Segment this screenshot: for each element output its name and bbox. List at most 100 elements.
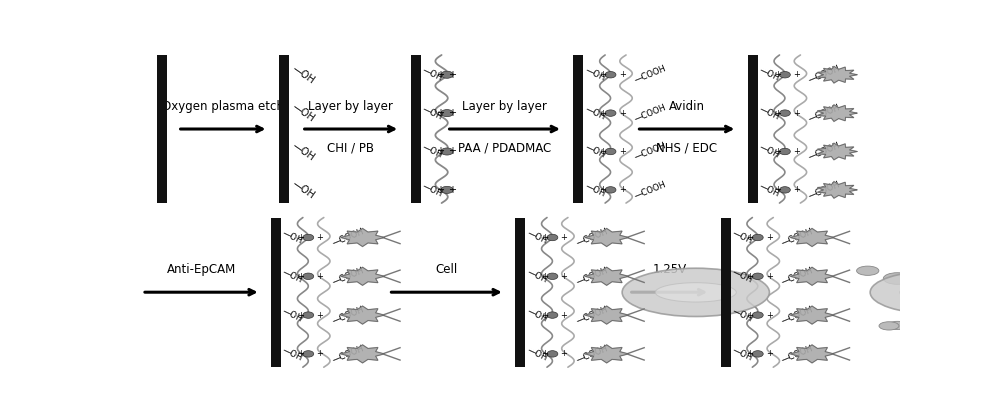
Text: —OH: —OH: [583, 143, 607, 160]
Text: +: +: [599, 147, 606, 156]
Bar: [748, 55, 758, 203]
Bar: [157, 55, 167, 203]
Text: —OH: —OH: [421, 104, 444, 122]
Text: —OH: —OH: [583, 104, 607, 122]
Text: —COOH: —COOH: [633, 102, 668, 124]
Polygon shape: [818, 66, 857, 83]
Text: +: +: [599, 109, 606, 117]
Text: +: +: [747, 233, 753, 242]
Text: Cell: Cell: [436, 263, 458, 276]
Ellipse shape: [752, 234, 763, 241]
Ellipse shape: [547, 312, 558, 318]
Text: +: +: [297, 349, 304, 358]
Text: +: +: [436, 146, 444, 156]
Text: —COOH: —COOH: [807, 64, 842, 85]
Text: +: +: [747, 311, 753, 320]
Text: +: +: [619, 70, 626, 79]
Ellipse shape: [622, 268, 769, 316]
Text: —OH: —OH: [421, 143, 444, 160]
Text: +: +: [766, 233, 773, 242]
Text: —OH: —OH: [281, 268, 304, 285]
Text: Layer by layer: Layer by layer: [462, 100, 547, 113]
Text: Avidin: Avidin: [669, 100, 705, 113]
Ellipse shape: [303, 273, 314, 280]
Text: —OH: —OH: [758, 181, 781, 199]
Ellipse shape: [547, 273, 558, 280]
Polygon shape: [818, 143, 857, 160]
Ellipse shape: [303, 234, 314, 241]
Text: +: +: [793, 147, 800, 156]
Text: —COOH: —COOH: [575, 266, 610, 287]
Text: +: +: [599, 186, 606, 194]
Bar: [573, 55, 583, 203]
Text: —OH: —OH: [290, 178, 316, 201]
Ellipse shape: [303, 312, 314, 318]
Text: —COOH: —COOH: [331, 266, 366, 287]
Ellipse shape: [779, 110, 790, 116]
Polygon shape: [341, 229, 384, 247]
Ellipse shape: [900, 284, 972, 301]
Text: +: +: [316, 349, 323, 358]
Text: —OH: —OH: [731, 345, 754, 362]
Polygon shape: [341, 306, 384, 324]
Text: +: +: [774, 147, 781, 156]
Ellipse shape: [655, 283, 736, 302]
Text: +: +: [561, 233, 567, 242]
Ellipse shape: [752, 312, 763, 318]
Text: —OH: —OH: [281, 306, 304, 324]
Circle shape: [888, 321, 907, 329]
Text: —OH: —OH: [290, 102, 316, 124]
Text: +: +: [766, 311, 773, 320]
Polygon shape: [341, 267, 384, 285]
Polygon shape: [585, 345, 628, 363]
Text: +: +: [541, 272, 548, 281]
Polygon shape: [341, 345, 384, 363]
Text: +: +: [774, 70, 781, 79]
Circle shape: [857, 266, 879, 275]
Text: +: +: [774, 109, 781, 117]
Text: Oxygen plasma etch: Oxygen plasma etch: [162, 100, 284, 113]
Bar: [721, 217, 731, 367]
Text: +: +: [297, 311, 304, 320]
Text: —OH: —OH: [758, 66, 781, 83]
Text: —OH: —OH: [758, 143, 781, 160]
Text: —COOH: —COOH: [633, 179, 668, 200]
Text: +: +: [774, 186, 781, 194]
Text: +: +: [541, 311, 548, 320]
Text: —OH: —OH: [525, 268, 548, 285]
Circle shape: [901, 250, 925, 260]
Ellipse shape: [605, 187, 616, 193]
Text: —OH: —OH: [583, 66, 607, 83]
Ellipse shape: [441, 110, 453, 117]
Text: +: +: [619, 147, 626, 156]
Text: +: +: [793, 186, 800, 194]
Polygon shape: [790, 267, 834, 285]
Circle shape: [883, 273, 911, 284]
Text: —OH: —OH: [758, 104, 781, 122]
Text: —OH: —OH: [731, 268, 754, 285]
Text: +: +: [766, 349, 773, 358]
Text: +: +: [561, 311, 567, 320]
Bar: [279, 55, 289, 203]
Text: —OH: —OH: [525, 229, 548, 246]
Text: —COOH: —COOH: [807, 179, 842, 200]
Bar: [271, 217, 281, 367]
Text: —COOH: —COOH: [575, 227, 610, 248]
Ellipse shape: [547, 234, 558, 241]
Text: —OH: —OH: [525, 306, 548, 324]
Text: +: +: [561, 349, 567, 358]
Bar: [515, 217, 525, 367]
Text: —OH: —OH: [281, 229, 304, 246]
Text: —COOH: —COOH: [780, 305, 815, 326]
Text: —OH: —OH: [525, 345, 548, 362]
Text: +: +: [793, 70, 800, 79]
Ellipse shape: [547, 351, 558, 357]
Text: +: +: [297, 272, 304, 281]
Circle shape: [879, 322, 899, 330]
Text: +: +: [599, 70, 606, 79]
Polygon shape: [818, 105, 857, 121]
Text: +: +: [448, 70, 456, 80]
Text: CHI / PB: CHI / PB: [327, 142, 374, 155]
Polygon shape: [790, 229, 834, 247]
Polygon shape: [585, 267, 628, 285]
